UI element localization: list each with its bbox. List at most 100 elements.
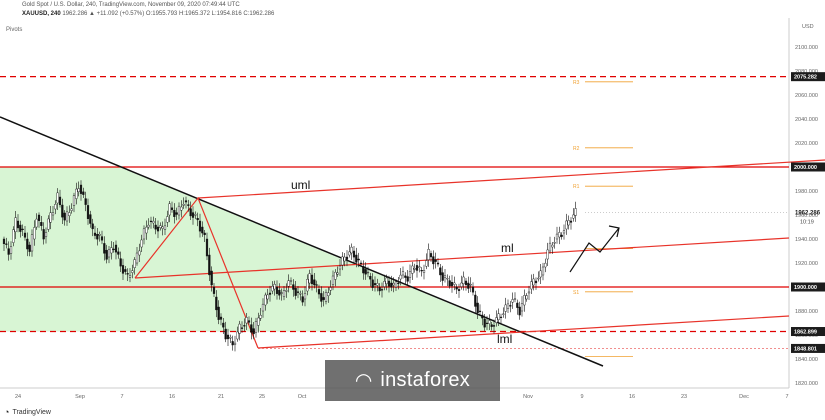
candle-body bbox=[70, 208, 73, 211]
candle-body bbox=[495, 317, 498, 323]
candle-body bbox=[385, 277, 388, 284]
candle-body bbox=[275, 286, 279, 294]
candle-body bbox=[425, 260, 428, 267]
candle-body bbox=[448, 280, 451, 287]
candle-body bbox=[301, 296, 304, 303]
tradingview-cloud-icon: ◔ bbox=[4, 407, 10, 417]
candle-body bbox=[299, 293, 302, 295]
candle-body bbox=[161, 226, 164, 229]
time-tick-label: 21 bbox=[218, 394, 224, 400]
candle-body bbox=[420, 270, 423, 272]
candle-body bbox=[49, 212, 52, 223]
price-tick-label: 2100.000 bbox=[795, 45, 818, 51]
candle-body bbox=[191, 212, 195, 218]
candle-body bbox=[562, 230, 566, 234]
candle-body bbox=[170, 207, 174, 210]
candle-body bbox=[572, 214, 575, 219]
candle-body bbox=[320, 293, 323, 302]
candle-body bbox=[7, 248, 10, 255]
projection-arrow-head bbox=[608, 225, 620, 238]
candle-body bbox=[215, 296, 218, 311]
green-zone-area bbox=[0, 167, 517, 332]
candle-body bbox=[77, 188, 80, 193]
price-tick-label: 2040.000 bbox=[795, 117, 818, 123]
candle-body bbox=[278, 290, 281, 296]
candle-body bbox=[243, 325, 246, 327]
candle-body bbox=[567, 220, 570, 226]
candle-body bbox=[436, 262, 440, 265]
candle-body bbox=[378, 287, 381, 292]
candle-body bbox=[308, 273, 311, 284]
candle-body bbox=[177, 205, 181, 216]
candle-body bbox=[229, 337, 232, 339]
candle-body bbox=[147, 224, 150, 228]
candle-body bbox=[289, 280, 293, 282]
candle-body bbox=[261, 303, 265, 312]
candle-body bbox=[574, 208, 577, 216]
candle-body bbox=[268, 292, 272, 295]
candle-body bbox=[282, 290, 286, 297]
candle-body bbox=[23, 232, 27, 238]
instaforex-wordmark: instaforex bbox=[380, 369, 471, 391]
candle-body bbox=[518, 306, 521, 316]
candle-body bbox=[329, 287, 332, 291]
tradingview-logo[interactable]: ◔ TradingView bbox=[4, 407, 51, 417]
candle-body bbox=[173, 209, 176, 217]
candle-body bbox=[392, 282, 395, 286]
candle-body bbox=[544, 262, 547, 268]
candle-body bbox=[558, 232, 561, 238]
candle-body bbox=[119, 258, 122, 267]
candle-body bbox=[107, 249, 111, 258]
symbol-label[interactable]: XAUUSD, 240 bbox=[22, 11, 61, 17]
candle-body bbox=[257, 317, 260, 326]
candle-body bbox=[345, 256, 349, 260]
candle-body bbox=[117, 251, 120, 255]
price-tag-label: 1848.801 bbox=[794, 346, 817, 352]
green-accumulation-zone bbox=[0, 167, 517, 332]
candle-body bbox=[82, 191, 85, 195]
candle-body bbox=[100, 236, 104, 241]
candle-body bbox=[163, 225, 167, 230]
candle-body bbox=[54, 204, 57, 210]
candle-body bbox=[455, 286, 458, 290]
candle-body bbox=[210, 270, 213, 286]
candle-body bbox=[560, 234, 563, 237]
candle-body bbox=[511, 299, 514, 303]
candle-body bbox=[457, 289, 461, 291]
candle-body bbox=[145, 226, 148, 234]
candle-body bbox=[413, 268, 416, 270]
candle-body bbox=[40, 221, 43, 226]
candle-body bbox=[399, 274, 402, 280]
candle-body bbox=[75, 188, 78, 199]
candle-body bbox=[324, 292, 328, 302]
candle-body bbox=[252, 328, 255, 335]
candle-body bbox=[114, 244, 118, 253]
candle-body bbox=[338, 265, 342, 270]
candle-body bbox=[133, 259, 136, 269]
candle-body bbox=[180, 206, 183, 211]
candle-body bbox=[182, 204, 185, 206]
pivot-label: R3 bbox=[573, 80, 580, 86]
time-tick-label: 7 bbox=[120, 394, 123, 400]
instaforex-watermark: ◠ instaforex bbox=[325, 360, 500, 401]
median-line bbox=[134, 237, 790, 279]
price-tag-bg bbox=[791, 282, 825, 292]
price-tick-label: 1960.000 bbox=[795, 213, 818, 219]
candle-body bbox=[462, 276, 465, 284]
candle-body bbox=[264, 294, 267, 306]
candle-body bbox=[357, 258, 360, 261]
price-tick-label: 1820.000 bbox=[795, 381, 818, 387]
time-tick-label: Sep bbox=[75, 394, 85, 400]
candle-body bbox=[469, 284, 472, 286]
upper-median-line bbox=[197, 159, 825, 199]
candle-body bbox=[520, 303, 524, 312]
candle-body bbox=[446, 278, 449, 280]
price-tick-label: 1840.000 bbox=[795, 357, 818, 363]
indicator-label[interactable]: Pivots bbox=[6, 27, 23, 33]
candle-body bbox=[187, 204, 190, 206]
candle-body bbox=[488, 320, 491, 324]
candle-body bbox=[266, 294, 269, 300]
candle-body bbox=[72, 195, 76, 206]
candle-body bbox=[287, 280, 290, 287]
